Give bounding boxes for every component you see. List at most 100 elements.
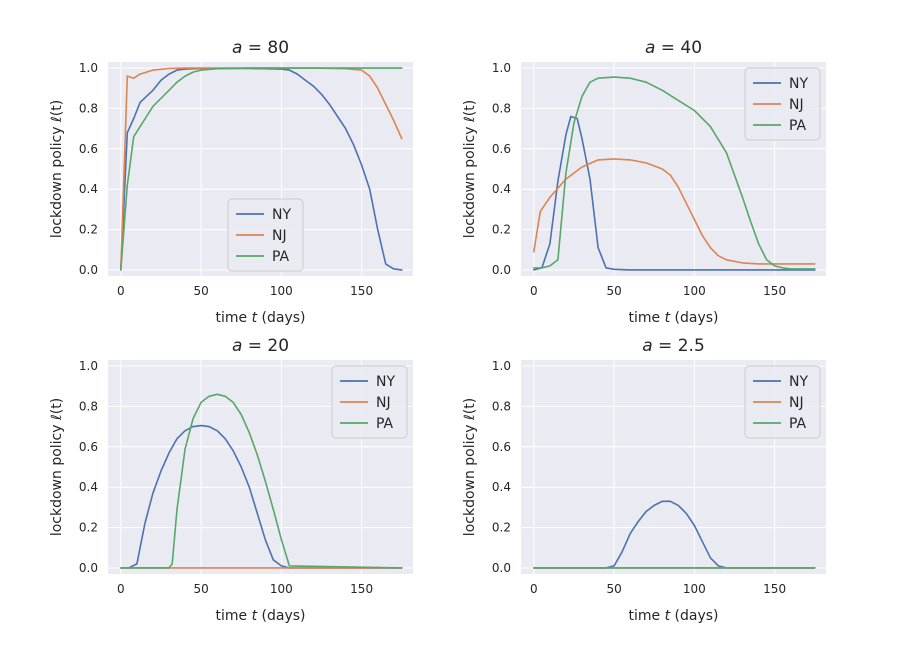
legend: NY NJ PA xyxy=(744,365,821,439)
title-value: 20 xyxy=(267,336,289,356)
x-tick-label: 150 xyxy=(350,582,373,596)
chart-panel-0: 0 50 100 150 0.0 0.2 0.4 0.6 0.8 1.0 a = 80 time t … xyxy=(49,38,413,326)
chart-title: a = 40 xyxy=(645,38,702,58)
y-axis-label: lockdown policy ℓ(t) xyxy=(49,398,65,536)
series-line-ny xyxy=(120,67,403,271)
y-tick-label: 0.8 xyxy=(492,399,511,413)
legend-label: PA xyxy=(272,249,290,265)
chart-panel-2: 0 50 100 150 0.0 0.2 0.4 0.6 0.8 1.0 a = 20 time t … xyxy=(49,336,413,624)
x-tick-label: 100 xyxy=(270,582,293,596)
x-axis-label-prefix: time xyxy=(215,310,251,326)
legend: NY NJ PA xyxy=(227,198,304,272)
x-axis-label: time t (days) xyxy=(628,608,718,624)
y-tick-label: 1.0 xyxy=(79,359,98,373)
legend-label: NY xyxy=(789,374,808,390)
x-tick-label: 100 xyxy=(270,284,293,298)
y-tick-label: 1.0 xyxy=(492,359,511,373)
title-variable: a xyxy=(645,38,655,58)
y-tick-label: 0.6 xyxy=(79,440,98,454)
series-line-pa xyxy=(533,76,816,270)
y-tick-label: 0.8 xyxy=(79,101,98,115)
y-tick-label: 0.8 xyxy=(79,399,98,413)
x-axis-label-prefix: time xyxy=(628,310,664,326)
x-tick-label: 0 xyxy=(530,284,538,298)
y-tick-label: 0.6 xyxy=(492,142,511,156)
y-tick-label: 1.0 xyxy=(79,61,98,75)
x-axis-label-prefix: time xyxy=(628,608,664,624)
y-tick-label: 0.2 xyxy=(79,223,98,237)
series-line-pa xyxy=(120,67,403,271)
legend-label: PA xyxy=(789,118,807,134)
x-tick-label: 0 xyxy=(117,582,125,596)
y-tick-label: 0.2 xyxy=(492,223,511,237)
y-tick-label: 0.0 xyxy=(79,263,98,277)
series-line-ny xyxy=(120,424,403,569)
x-axis-label-suffix: (days) xyxy=(670,310,718,326)
x-axis-label-suffix: (days) xyxy=(670,608,718,624)
y-tick-label: 0.2 xyxy=(492,521,511,535)
y-tick-label: 0.0 xyxy=(492,263,511,277)
y-axis-label: lockdown policy ℓ(t) xyxy=(462,398,478,536)
legend-label: NJ xyxy=(376,395,391,411)
y-tick-label: 0.0 xyxy=(492,561,511,575)
legend-label: NJ xyxy=(789,395,804,411)
chart-panel-1: 0 50 100 150 0.0 0.2 0.4 0.6 0.8 1.0 a = 40 time t … xyxy=(462,38,826,326)
legend: NY NJ PA xyxy=(331,365,408,439)
x-tick-label: 0 xyxy=(530,582,538,596)
title-value: 40 xyxy=(680,38,702,58)
x-tick-label: 100 xyxy=(683,582,706,596)
x-axis-label: time t (days) xyxy=(628,310,718,326)
x-tick-label: 50 xyxy=(193,582,208,596)
x-axis-label-variable: t xyxy=(665,310,671,326)
series-line-pa xyxy=(120,393,403,569)
y-tick-label: 0.4 xyxy=(492,182,511,196)
x-tick-label: 50 xyxy=(606,582,621,596)
y-tick-label: 0.6 xyxy=(79,142,98,156)
chart-title: a = 2.5 xyxy=(642,336,705,356)
y-tick-label: 1.0 xyxy=(492,61,511,75)
legend-label: NY xyxy=(376,374,395,390)
title-value: 2.5 xyxy=(678,336,705,356)
y-tick-label: 0.4 xyxy=(492,480,511,494)
chart-panel-3: 0 50 100 150 0.0 0.2 0.4 0.6 0.8 1.0 a = 2.5 time t… xyxy=(462,336,826,624)
y-axis-label: lockdown policy ℓ(t) xyxy=(49,100,65,238)
title-variable: a xyxy=(232,336,242,356)
series-line-ny xyxy=(533,500,816,569)
y-tick-label: 0.4 xyxy=(79,480,98,494)
title-variable: a xyxy=(232,38,242,58)
legend-frame xyxy=(744,365,821,439)
x-axis-label-variable: t xyxy=(252,310,258,326)
x-tick-label: 50 xyxy=(606,284,621,298)
legend-label: PA xyxy=(376,416,394,432)
legend-frame xyxy=(331,365,408,439)
x-tick-label: 0 xyxy=(117,284,125,298)
y-tick-label: 0.8 xyxy=(492,101,511,115)
legend-label: NY xyxy=(789,76,808,92)
legend-label: NJ xyxy=(272,228,287,244)
x-tick-label: 100 xyxy=(683,284,706,298)
x-axis-label-variable: t xyxy=(252,608,258,624)
series-line-nj xyxy=(533,158,816,265)
chart-title: a = 20 xyxy=(232,336,289,356)
x-axis-label-suffix: (days) xyxy=(257,310,305,326)
series-line-ny xyxy=(533,115,816,271)
title-equals: = xyxy=(242,38,267,58)
title-variable: a xyxy=(642,336,652,356)
x-tick-label: 150 xyxy=(763,582,786,596)
legend-frame xyxy=(744,67,821,141)
legend-label: PA xyxy=(789,416,807,432)
x-axis-label-variable: t xyxy=(665,608,671,624)
x-tick-label: 50 xyxy=(193,284,208,298)
title-equals: = xyxy=(242,336,267,356)
x-tick-label: 150 xyxy=(763,284,786,298)
chart-title: a = 80 xyxy=(232,38,289,58)
x-axis-label: time t (days) xyxy=(215,608,305,624)
title-equals: = xyxy=(653,336,678,356)
legend-label: NJ xyxy=(789,97,804,113)
y-tick-label: 0.4 xyxy=(79,182,98,196)
y-axis-label: lockdown policy ℓ(t) xyxy=(462,100,478,238)
title-equals: = xyxy=(655,38,680,58)
y-tick-label: 0.6 xyxy=(492,440,511,454)
y-tick-label: 0.0 xyxy=(79,561,98,575)
